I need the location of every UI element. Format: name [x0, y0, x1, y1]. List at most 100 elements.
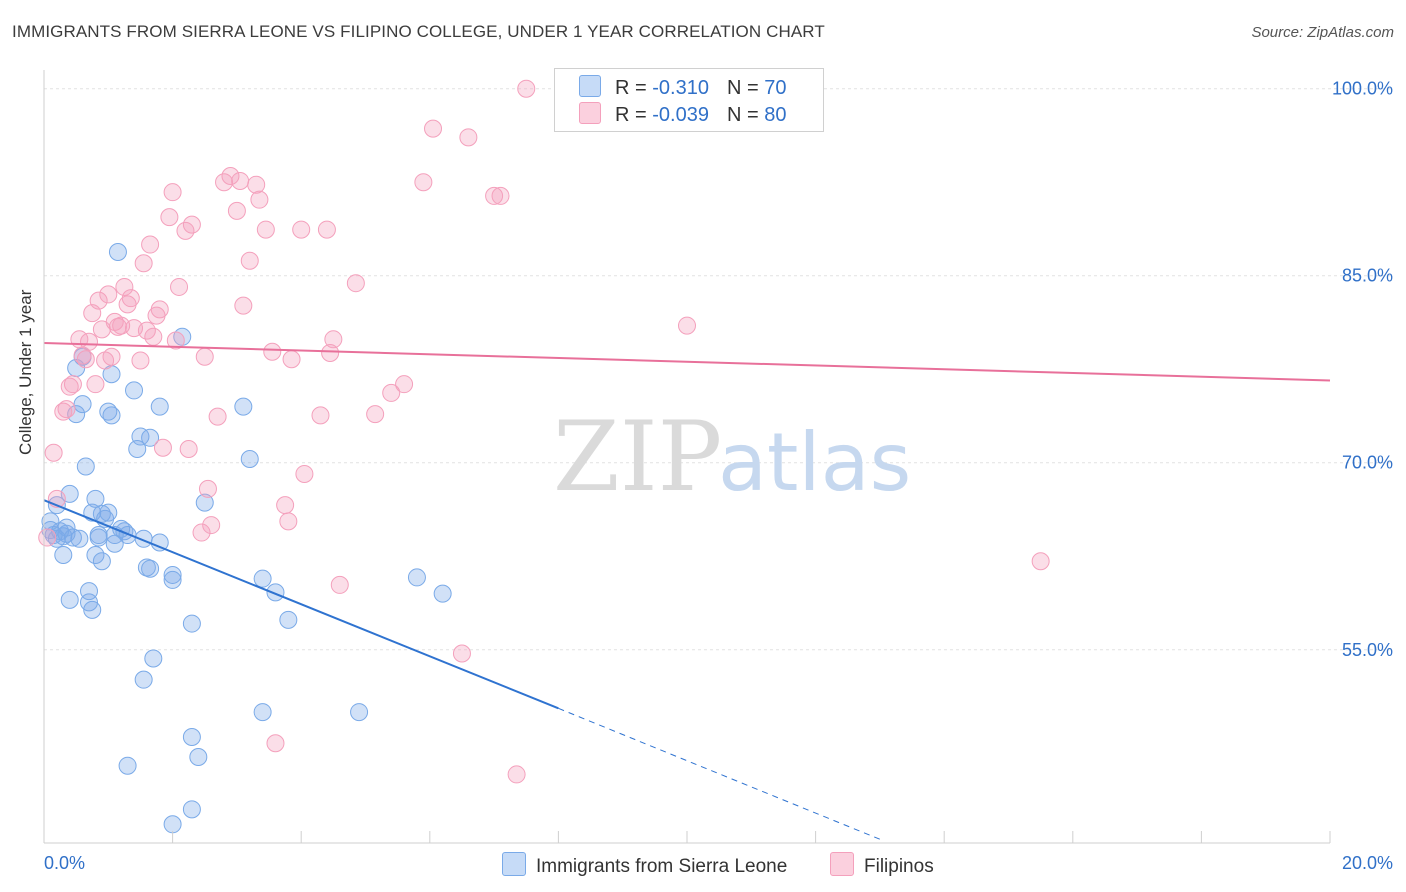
filipino-point: [295, 464, 314, 483]
filipino-point: [395, 375, 414, 394]
bottom-legend-swatch-blue: [502, 852, 526, 876]
sierra-leone-point: [73, 395, 92, 414]
filipino-point: [60, 377, 79, 396]
sierra-leone-point: [131, 427, 150, 446]
bottom-legend-swatch-pink: [830, 852, 854, 876]
sierra-leone-point: [83, 600, 102, 619]
sierra-leone-point: [253, 569, 272, 588]
sierra-leone-point: [234, 397, 253, 416]
bottom-legend-label: Filipinos: [864, 856, 934, 877]
filipino-point: [86, 375, 105, 394]
filipino-point: [150, 300, 169, 319]
filipino-point: [141, 235, 160, 254]
sierra-leone-point: [182, 614, 201, 633]
source-label: Source: ZipAtlas.com: [1251, 24, 1394, 41]
watermark-atlas: atlas: [718, 416, 911, 509]
sierra-leone-point: [92, 552, 111, 571]
sierra-leone-point: [433, 584, 452, 603]
filipino-point: [263, 342, 282, 361]
filipino-point: [250, 190, 269, 209]
trend-layer: [43, 342, 1331, 840]
y-tick-label: 55.0%: [1342, 640, 1393, 660]
sierra-leone-point: [125, 381, 144, 400]
filipino-point: [153, 438, 172, 457]
filipino-point: [192, 523, 211, 542]
filipino-point: [459, 128, 478, 147]
sierra-leone-point: [407, 568, 426, 587]
filipino-point: [517, 79, 536, 98]
filipino-point: [491, 186, 510, 205]
filipino-point: [44, 443, 63, 462]
sierra-leone-point: [102, 406, 121, 425]
filipino-trend-line: [43, 342, 1331, 382]
legend-swatch-pink: [579, 102, 601, 124]
filipino-point: [282, 350, 301, 369]
filipino-point: [227, 201, 246, 220]
filipino-point: [195, 347, 214, 366]
bottom-legend-filipinos: Filipinos: [830, 852, 934, 877]
bottom-legend-label: Immigrants from Sierra Leone: [536, 856, 788, 877]
legend-swatch-blue: [579, 75, 601, 97]
filipino-point: [144, 327, 163, 346]
filipino-point: [234, 296, 253, 315]
y-tick-label: 100.0%: [1332, 79, 1393, 99]
filipino-point: [102, 347, 121, 366]
legend: R = -0.310 N = 70 R = -0.039 N = 80: [554, 68, 824, 132]
sierra-leone-point: [141, 559, 160, 578]
filipino-point: [382, 383, 401, 402]
filipino-point: [414, 173, 433, 192]
filipino-point: [292, 220, 311, 239]
filipino-point: [231, 171, 250, 190]
legend-row-filipinos: R = -0.039 N = 80: [579, 102, 786, 126]
sierra-leone-point: [108, 243, 127, 262]
filipino-point: [279, 512, 298, 531]
sierra-leone-point: [150, 397, 169, 416]
filipino-point: [240, 251, 259, 270]
sierra-leone-point: [86, 489, 105, 508]
filipino-point: [256, 220, 275, 239]
filipino-point: [99, 285, 118, 304]
chart-title: IMMIGRANTS FROM SIERRA LEONE VS FILIPINO…: [12, 22, 825, 41]
sierra-leone-point: [163, 570, 182, 589]
filipino-point: [89, 291, 108, 310]
y-axis-label: College, Under 1 year: [16, 289, 35, 455]
filipino-point: [452, 644, 471, 663]
filipino-point: [247, 175, 266, 194]
legend-n-value: 70: [764, 77, 787, 99]
sierra-leone-point: [54, 545, 73, 564]
filipino-point: [1031, 552, 1050, 571]
legend-r-value: -0.310: [652, 77, 709, 99]
sierra-leone-trend-line: [43, 499, 559, 710]
filipino-point: [76, 350, 95, 369]
legend-r-value: -0.039: [652, 104, 709, 126]
watermark-zip: ZIP: [553, 401, 722, 513]
sierra-leone-point: [57, 518, 76, 537]
filipino-point: [179, 440, 198, 459]
filipino-point: [134, 254, 153, 273]
watermark: ZIP atlas: [553, 401, 911, 513]
legend-n-label: N =: [726, 77, 765, 99]
filipino-point: [166, 331, 185, 350]
filipino-point: [57, 400, 76, 419]
sierra-leone-point: [141, 428, 160, 447]
sierra-leone-point: [240, 449, 259, 468]
filipino-point: [221, 166, 240, 185]
filipino-point: [424, 119, 443, 138]
sierra-leone-point: [266, 583, 285, 602]
filipino-point: [121, 289, 140, 308]
filipino-point: [317, 220, 336, 239]
sierra-leone-point: [163, 565, 182, 584]
filipino-point: [160, 208, 179, 227]
sierra-leone-point: [163, 815, 182, 834]
sierra-leone-point: [189, 747, 208, 766]
legend-r-label: R =: [615, 104, 653, 126]
sierra-leone-point: [134, 670, 153, 689]
sierra-leone-point: [76, 457, 95, 476]
legend-row-sierra-leone: R = -0.310 N = 70: [579, 75, 786, 99]
sierra-leone-point: [350, 703, 369, 722]
sierra-leone-point: [57, 524, 76, 543]
sierra-leone-point: [279, 610, 298, 629]
legend-r-label: R =: [615, 77, 653, 99]
sierra-leone-point: [195, 493, 214, 512]
